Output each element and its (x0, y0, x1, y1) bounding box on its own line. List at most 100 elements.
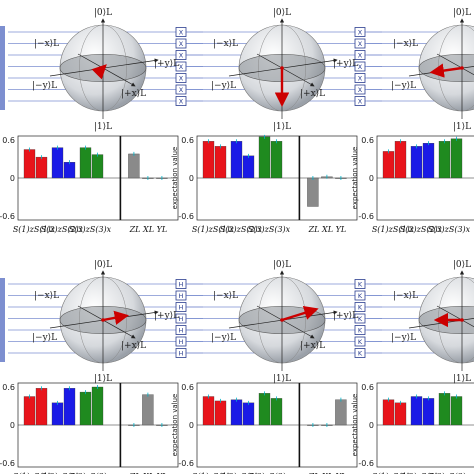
gate-box (354, 313, 366, 324)
gate-label: H (179, 327, 184, 335)
ket-minus-y-label: |−y⟩L (32, 333, 57, 343)
x-tick-label: S(3)zS(3)x (69, 472, 112, 474)
gate-box (175, 302, 187, 312)
state-vector (102, 310, 130, 325)
x-tick-label: S(3)zS(3)x (69, 225, 112, 234)
gate-label: X (179, 63, 184, 71)
ket-zero-label: |0⟩L (273, 8, 291, 18)
ket-plus-x-label: |+x⟩L (121, 89, 146, 99)
ket-one-label: |1⟩L (94, 374, 112, 384)
chart-3: 0.6 0 -0.6 expectation value S(1)zS(1)xS(2)z… (351, 135, 474, 234)
y-axis-label: expectation value (351, 147, 359, 210)
gate-box (175, 27, 187, 37)
bar-S1x (35, 388, 48, 426)
x-tick-label: ZL XL YL (308, 225, 347, 234)
bar-S1z (382, 399, 395, 426)
bar-S2z (410, 146, 423, 179)
bar-S3z (258, 136, 271, 179)
bar-ZL (307, 177, 319, 207)
x-tick-label: S(2)zS(2)x (400, 472, 443, 474)
bar-S3z (79, 147, 92, 179)
x-tick-label: S(3)zS(3)x (428, 472, 471, 474)
x-tick-label: S(3)zS(3)x (248, 225, 291, 234)
y-tick-label: -0.6 (178, 459, 194, 468)
ket-one-label: |1⟩L (453, 122, 471, 132)
gate-label: X (179, 52, 184, 60)
y-axis-label: expectation value (171, 394, 179, 457)
gate-label: X (179, 75, 184, 83)
bar-S1x (214, 146, 227, 179)
vector-origin (280, 66, 284, 70)
y-tick-label: -0.6 (178, 212, 194, 221)
y-tick-label: 0 (189, 174, 194, 183)
y-tick-label: -0.6 (0, 459, 15, 468)
y-tick-label: 0.6 (361, 383, 374, 392)
bar-S1x (394, 141, 407, 179)
y-tick-label: 0 (10, 421, 15, 430)
bar-S2z (51, 147, 64, 179)
gate-box (354, 73, 366, 83)
x-tick-label: S(2)zS(2)x (220, 225, 263, 234)
vector-origin (101, 318, 105, 322)
x-tick-label: S(2)zS(2)x (41, 472, 84, 474)
y-tick-label: -0.6 (0, 212, 15, 221)
gate-label: K (358, 315, 363, 323)
bar-S2z (51, 402, 64, 426)
ket-plus-x-label: |+x⟩L (121, 341, 146, 351)
ket-zero-label: |0⟩L (453, 260, 471, 270)
x-axis (77, 305, 136, 339)
gate-box (175, 50, 187, 60)
y-tick-label: -0.6 (358, 212, 374, 221)
bar-S2z (410, 396, 423, 426)
y-tick-label: -0.6 (358, 459, 374, 468)
state-vector (429, 63, 463, 78)
gate-label: X (358, 98, 363, 106)
gate-label: X (358, 29, 363, 37)
ket-one-label: |1⟩L (273, 374, 291, 384)
bar-S3z (438, 141, 451, 179)
gate-label: X (358, 75, 363, 83)
x-tick-label: S(3)zS(3)x (248, 472, 291, 474)
gate-box (354, 84, 366, 95)
x-tick-label: S(1)zS(1)x (13, 225, 56, 234)
ket-one-label: |1⟩L (94, 122, 112, 132)
ket-minus-x-label: |−x⟩L (34, 39, 59, 49)
x-tick-label: S(3)zS(3)x (428, 225, 471, 234)
y-tick-label: 0 (369, 421, 374, 430)
gate-box (175, 38, 187, 49)
y-tick-label: 0.6 (2, 136, 15, 145)
bar-S2x (242, 402, 255, 426)
chart-5: 0.6 0 -0.6 expectation value S(1)zS(1)xS(2)z… (171, 382, 358, 474)
bar-S2x (242, 155, 255, 179)
gate-label: H (179, 350, 184, 358)
gate-box (175, 325, 187, 335)
chart-1: 0.6 0 -0.6 S(1)zS(1)xS(2)zS(2)xS(3)zS(3)x ZL… (0, 135, 179, 234)
x-tick-label: ZL XL YL (129, 225, 168, 234)
ket-zero-label: |0⟩L (94, 8, 112, 18)
x-tick-label: S(2)zS(2)x (400, 225, 443, 234)
gate-label: H (179, 292, 184, 300)
gate-label: X (358, 63, 363, 71)
chart-6: 0.6 0 -0.6 expectation value S(1)zS(1)xS(2)z… (351, 382, 474, 474)
y-tick-label: 0 (10, 174, 15, 183)
gate-box (354, 336, 366, 347)
chart-4: 0.6 0 -0.6 S(1)zS(1)xS(2)zS(2)xS(3)zS(3)x ZL… (0, 382, 179, 474)
gate-label: K (358, 304, 363, 312)
x-tick-label: ZL XL YL (308, 472, 347, 474)
ket-minus-y-label: |−y⟩L (32, 81, 57, 91)
bar-S1z (23, 149, 36, 179)
ket-plus-x-label: |+x⟩L (300, 89, 325, 99)
y-tick-label: 0 (189, 421, 194, 430)
gate-label: H (179, 315, 184, 323)
bar-S3x (91, 154, 104, 179)
bar-S1x (35, 156, 48, 179)
bar-S3x (450, 138, 463, 179)
ket-minus-y-label: |−y⟩L (391, 81, 416, 91)
ket-minus-y-label: |−y⟩L (211, 81, 236, 91)
bar-S1x (214, 400, 227, 426)
bar-ZL (128, 153, 140, 179)
ket-zero-label: |0⟩L (453, 8, 471, 18)
y-tick-label: 0.6 (361, 136, 374, 145)
